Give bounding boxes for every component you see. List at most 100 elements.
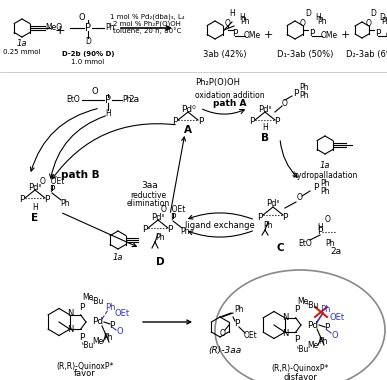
Text: disfavor: disfavor [283, 372, 317, 380]
Text: P: P [79, 302, 85, 312]
Text: O: O [325, 215, 331, 225]
Text: Pdᴵᴵ: Pdᴵᴵ [151, 212, 165, 222]
Text: P: P [79, 332, 85, 342]
Text: ligand exchange: ligand exchange [185, 222, 255, 231]
Text: Me: Me [307, 340, 319, 350]
Text: D: D [370, 8, 376, 17]
Text: OEt: OEt [329, 312, 344, 321]
Text: Ph: Ph [234, 306, 244, 315]
Text: P: P [49, 185, 55, 195]
Text: P: P [172, 117, 178, 127]
Text: Ph: Ph [325, 239, 335, 249]
Text: P: P [85, 23, 91, 33]
Text: P: P [257, 212, 263, 222]
Text: Ph₂P(O)OH: Ph₂P(O)OH [195, 78, 240, 87]
Text: P: P [282, 212, 288, 222]
Text: P: P [198, 117, 204, 127]
Text: N: N [67, 309, 73, 318]
Text: 0.25 mmol: 0.25 mmol [3, 49, 41, 55]
Text: toluene, 20 h, 80°C: toluene, 20 h, 80°C [113, 28, 181, 34]
Text: Ph: Ph [381, 17, 387, 27]
Text: Ph: Ph [105, 24, 115, 33]
Text: OEt: OEt [115, 309, 130, 318]
Text: P: P [293, 90, 299, 98]
Text: O: O [117, 328, 123, 337]
Text: O: O [282, 98, 288, 108]
Text: D₁-3ab (50%): D₁-3ab (50%) [277, 51, 333, 60]
Text: O  OEt: O OEt [40, 177, 64, 187]
Text: P: P [142, 225, 148, 234]
Text: O: O [300, 19, 306, 28]
Text: Me: Me [82, 293, 94, 302]
Text: P: P [45, 195, 50, 204]
Text: P: P [274, 117, 280, 127]
Text: EtO: EtO [66, 95, 80, 104]
Text: 3ab (42%): 3ab (42%) [203, 51, 247, 60]
Text: (R,R)-QuinoxP*: (R,R)-QuinoxP* [271, 364, 329, 374]
Text: Me: Me [297, 296, 308, 306]
Text: D: D [156, 257, 164, 267]
Text: D₂-3ab (6%): D₂-3ab (6%) [346, 51, 387, 60]
Text: (R)-3aa: (R)-3aa [208, 345, 241, 355]
Text: P: P [324, 323, 330, 332]
Text: Ph: Ph [105, 302, 115, 312]
Text: path B: path B [61, 170, 99, 180]
Text: 1 mol % Pd₂(dba)₃, L₄: 1 mol % Pd₂(dba)₃, L₄ [110, 14, 184, 20]
Text: O: O [220, 328, 226, 337]
Text: 1a: 1a [320, 160, 330, 169]
Text: Pdᴵᴵ: Pdᴵᴵ [28, 182, 42, 192]
Text: OEt: OEt [243, 331, 257, 339]
Text: O: O [79, 14, 85, 22]
Text: P: P [317, 228, 323, 236]
Text: P: P [105, 95, 111, 105]
Text: reductive: reductive [130, 190, 166, 200]
Text: Ph: Ph [180, 226, 190, 236]
Text: P: P [294, 306, 300, 315]
Text: C: C [276, 243, 284, 253]
Text: H: H [315, 14, 321, 22]
Text: +: + [55, 24, 65, 36]
Text: Ph: Ph [299, 84, 309, 92]
Text: P: P [19, 195, 25, 204]
Text: Ph: Ph [240, 17, 250, 27]
Text: oxidation addition: oxidation addition [195, 92, 265, 100]
Text: Ph: Ph [318, 337, 328, 345]
Text: H: H [317, 223, 323, 233]
Text: +: + [263, 30, 273, 40]
Text: 3aa: 3aa [142, 180, 158, 190]
Text: Pd⁰: Pd⁰ [181, 105, 195, 114]
Text: P: P [170, 214, 176, 223]
Text: 2 mol % Ph₂P(O)OH: 2 mol % Ph₂P(O)OH [113, 21, 181, 27]
Text: O: O [225, 19, 231, 28]
Text: 2a: 2a [128, 95, 140, 104]
Text: O: O [332, 331, 338, 339]
Text: P: P [232, 28, 238, 38]
Text: Pdᴵᴵ: Pdᴵᴵ [266, 200, 280, 209]
Text: H: H [32, 204, 38, 212]
Text: Ph: Ph [320, 179, 330, 187]
Text: path A: path A [213, 98, 247, 108]
Text: +: + [340, 30, 350, 40]
Text: P: P [167, 225, 173, 234]
Text: OMe: OMe [243, 32, 260, 41]
Text: 1a: 1a [17, 40, 27, 49]
Text: OMe: OMe [320, 32, 337, 41]
Text: Ph: Ph [60, 198, 70, 207]
Text: D: D [379, 14, 385, 22]
Text: H: H [239, 14, 245, 22]
Text: D: D [305, 8, 311, 17]
Text: OMe: OMe [385, 32, 387, 41]
Text: Ph: Ph [320, 306, 330, 315]
Text: Pd: Pd [307, 320, 319, 329]
Text: Ph: Ph [320, 187, 330, 195]
Text: P: P [375, 28, 381, 38]
Text: 1a: 1a [113, 253, 123, 263]
Text: MeO: MeO [45, 24, 62, 33]
Text: H: H [105, 109, 111, 119]
Text: Pdᴵᴵ: Pdᴵᴵ [258, 105, 272, 114]
Text: (R,R)-QuinoxP*: (R,R)-QuinoxP* [57, 361, 114, 370]
Text: E: E [31, 213, 39, 223]
Text: Ph: Ph [122, 95, 132, 104]
Text: Pd: Pd [92, 318, 104, 326]
Text: 1.0 mmol: 1.0 mmol [71, 59, 104, 65]
